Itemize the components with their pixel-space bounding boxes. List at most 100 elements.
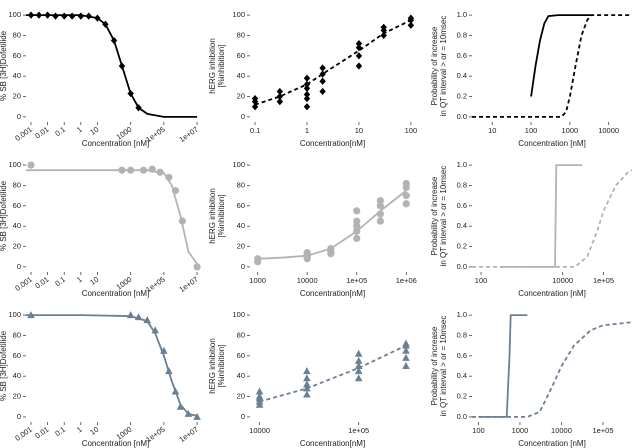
point bbox=[276, 98, 284, 106]
x-tick-label: 100 bbox=[405, 126, 418, 135]
point bbox=[303, 380, 311, 388]
point bbox=[303, 90, 311, 99]
x-axis-label: Concentration [nM] bbox=[518, 439, 586, 448]
x-tick-label: 1e+07 bbox=[178, 125, 200, 144]
point bbox=[303, 103, 311, 111]
y-tick-label: 0.2 bbox=[457, 242, 467, 251]
x-tick-label: 1e+07 bbox=[178, 425, 200, 444]
point bbox=[407, 21, 415, 29]
point bbox=[255, 387, 264, 395]
x-tick-label: 1e+05 bbox=[593, 276, 614, 285]
point bbox=[319, 77, 326, 85]
point bbox=[319, 87, 326, 96]
y-tick-label: 100 bbox=[8, 10, 21, 19]
point bbox=[402, 200, 410, 208]
point bbox=[380, 23, 387, 31]
y-tick-label: 60 bbox=[237, 351, 245, 360]
point bbox=[303, 367, 311, 375]
point bbox=[402, 192, 410, 200]
point bbox=[251, 94, 259, 103]
point bbox=[355, 52, 363, 60]
x-axis-label: Concentration [nM] bbox=[82, 289, 150, 298]
point bbox=[61, 12, 68, 20]
point bbox=[353, 217, 361, 225]
fit-line bbox=[472, 169, 633, 268]
y-axis-label: % SB [3H]Dofetilide bbox=[0, 30, 8, 101]
y-tick-label: 20 bbox=[13, 392, 21, 401]
x-tick-label: 1 bbox=[75, 275, 84, 285]
y-tick-label: 0 bbox=[17, 112, 21, 121]
y-tick-label: 0 bbox=[17, 262, 21, 271]
x-axis-label: Concentration [nM] bbox=[518, 289, 586, 298]
point bbox=[376, 197, 384, 205]
x-tick-label: 100 bbox=[475, 276, 488, 285]
x-axis-label: Concentration[nM] bbox=[300, 439, 365, 448]
y-axis-label: [%inhibition] bbox=[217, 44, 226, 87]
point bbox=[303, 374, 311, 382]
y-tick-label: 100 bbox=[232, 310, 245, 319]
y-tick-label: 40 bbox=[237, 371, 245, 380]
y-tick-label: 60 bbox=[237, 201, 245, 210]
x-tick-label: 1000 bbox=[512, 426, 529, 435]
x-tick-label: 1 bbox=[75, 425, 84, 435]
point bbox=[193, 263, 201, 271]
fit-line bbox=[472, 321, 633, 418]
x-tick-label: 10000 bbox=[297, 276, 318, 285]
point bbox=[276, 92, 284, 101]
y-axis-label: Probability of increase bbox=[430, 176, 439, 255]
y-tick-label: 100 bbox=[232, 160, 245, 169]
y-axis-label: in QT interval > or = 10msec bbox=[439, 16, 448, 117]
point bbox=[193, 412, 201, 420]
x-tick-label: 0.1 bbox=[53, 275, 67, 288]
y-tick-label: 20 bbox=[13, 242, 21, 251]
x-tick-label: 0.1 bbox=[250, 126, 260, 135]
y-tick-label: 60 bbox=[13, 201, 21, 210]
x-tick-label: 0.001 bbox=[13, 425, 34, 443]
point bbox=[276, 87, 284, 96]
x-tick-label: 0.01 bbox=[33, 125, 50, 141]
x-tick-label: 10000 bbox=[249, 426, 270, 435]
x-axis-label: Concentration[nM] bbox=[300, 139, 365, 148]
x-tick-label: 1000 bbox=[249, 276, 266, 285]
x-tick-label: 1000 bbox=[562, 126, 579, 135]
x-tick-label: 1e+05 bbox=[592, 426, 613, 435]
point bbox=[402, 179, 410, 188]
y-tick-label: 20 bbox=[237, 392, 245, 401]
x-tick-label: 0.1 bbox=[53, 425, 67, 438]
y-tick-label: 0.2 bbox=[457, 392, 467, 401]
x-tick-label: 10000 bbox=[598, 126, 619, 135]
point bbox=[52, 12, 59, 20]
y-tick-label: 0 bbox=[241, 412, 245, 421]
y-tick-label: 60 bbox=[237, 51, 245, 60]
y-tick-label: 40 bbox=[13, 371, 21, 380]
point bbox=[303, 74, 311, 82]
point bbox=[407, 14, 415, 22]
x-tick-label: 10 bbox=[88, 125, 100, 137]
x-tick-label: 10000 bbox=[552, 276, 573, 285]
x-axis-label: Concentration [nM] bbox=[82, 139, 150, 148]
y-tick-label: 0.0 bbox=[457, 112, 467, 121]
y-axis-label: hERG inhibition bbox=[208, 188, 217, 244]
fit-line bbox=[472, 14, 632, 118]
y-tick-label: 80 bbox=[237, 180, 245, 189]
fit-line bbox=[254, 19, 412, 106]
point bbox=[68, 12, 76, 20]
y-axis-label: hERG inhibition bbox=[208, 338, 217, 394]
x-tick-label: 0.01 bbox=[33, 275, 50, 291]
y-tick-label: 0.8 bbox=[457, 330, 467, 339]
y-tick-label: 0.8 bbox=[457, 30, 467, 39]
y-tick-label: 60 bbox=[13, 51, 21, 60]
point bbox=[254, 255, 262, 263]
fit-line bbox=[26, 169, 198, 265]
fit-line bbox=[259, 344, 407, 403]
y-axis-label: in QT interval > or = 10msec bbox=[439, 316, 448, 417]
y-tick-label: 40 bbox=[13, 71, 21, 80]
x-tick-label: 100 bbox=[525, 126, 538, 135]
y-tick-label: 80 bbox=[13, 330, 21, 339]
y-axis-label: hERG inhibition bbox=[208, 38, 217, 94]
fit-line bbox=[257, 189, 407, 260]
y-tick-label: 1.0 bbox=[457, 160, 467, 169]
fit-line bbox=[530, 14, 591, 97]
x-tick-label: 0.1 bbox=[53, 125, 67, 138]
x-tick-label: 0.001 bbox=[13, 125, 34, 143]
